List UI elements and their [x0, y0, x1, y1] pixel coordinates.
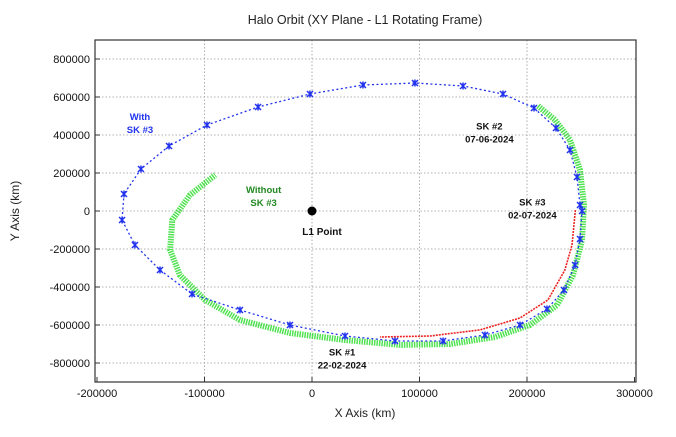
with-sk3-marker — [481, 331, 489, 339]
y-tick-label: -200000 — [50, 244, 90, 256]
with-sk3-marker — [439, 337, 447, 345]
y-tick-label: -800000 — [50, 358, 90, 370]
annotations: With SK #3 Without SK #3 SK #2 07-06-2024 SK #… — [127, 112, 558, 372]
with-sk3-marker — [560, 286, 568, 294]
y-tick-label: -400000 — [50, 282, 90, 294]
with-sk3-marker — [118, 216, 126, 224]
grid — [95, 40, 636, 382]
annotation-text: SK #1 — [329, 347, 356, 358]
l1-point-label: L1 Point — [302, 227, 342, 238]
y-tick-labels: 800000 600000 400000 200000 0 -200000 -400000 -… — [50, 54, 90, 370]
annotation-text: 07-06-2024 — [465, 134, 514, 145]
y-tick-label: -600000 — [50, 320, 90, 332]
with-sk3-marker — [236, 306, 244, 314]
with-sk3-marker — [203, 121, 211, 129]
series-without-sk3 — [167, 103, 587, 348]
with-sk3-marker — [254, 103, 262, 111]
with-sk3-marker — [530, 104, 538, 112]
chart-title: Halo Orbit (XY Plane - L1 Rotating Frame… — [248, 13, 483, 27]
y-axis-label: Y Axis (km) — [8, 181, 22, 241]
y-tick-label: 400000 — [53, 130, 90, 142]
with-sk3-marker — [188, 290, 196, 298]
x-tick-labels: -200000 -100000 0 100000 200000 300000 — [77, 388, 653, 400]
y-tick-label: 800000 — [53, 54, 90, 66]
with-sk3-marker — [411, 79, 419, 87]
with-sk3-marker — [306, 90, 314, 98]
y-tick-label: 600000 — [53, 92, 90, 104]
with-sk3-marker — [341, 332, 349, 340]
annotation-text: SK #3 — [519, 197, 545, 208]
with-sk3-marker — [165, 142, 173, 150]
y-tick-label: 0 — [84, 206, 90, 218]
with-sk3-marker — [131, 241, 139, 249]
series-red-trajectory — [379, 210, 577, 338]
with-sk3-marker — [552, 124, 560, 132]
plot-frame — [94, 39, 637, 383]
with-sk3-marker — [573, 173, 581, 181]
x-tick-label: 300000 — [616, 388, 653, 400]
x-tick-label: -200000 — [77, 388, 117, 400]
x-tick-label: 0 — [309, 388, 315, 400]
with-sk3-marker — [576, 235, 584, 243]
with-sk3-marker — [571, 261, 579, 269]
with-sk3-marker — [286, 321, 294, 329]
with-sk3-marker — [156, 266, 164, 274]
series-with-sk3 — [121, 82, 583, 342]
l1-point-marker — [307, 206, 317, 216]
x-tick-label: 100000 — [401, 388, 438, 400]
annotation-text: SK #3 — [127, 125, 153, 136]
with-sk3-marker — [576, 201, 584, 209]
with-sk3-marker — [578, 207, 586, 215]
x-tick-label: -100000 — [184, 388, 224, 400]
with-sk3-marker — [499, 90, 507, 98]
with-sk3-marker — [459, 82, 467, 90]
with-sk3-marker — [359, 81, 367, 89]
annotation-text: SK #3 — [250, 198, 276, 209]
annotation-text: Without — [246, 185, 282, 196]
with-sk3-marker — [516, 321, 524, 329]
with-sk3-marker — [137, 165, 145, 173]
y-tick-label: 200000 — [53, 168, 90, 180]
annotation-text: With — [130, 112, 151, 123]
with-sk3-marker — [543, 305, 551, 313]
x-tick-label: 200000 — [509, 388, 546, 400]
with-sk3-marker — [120, 190, 128, 198]
with-sk3-marker — [391, 337, 399, 345]
with-sk3-marker — [566, 146, 574, 154]
series-layer — [118, 79, 587, 348]
x-axis-label: X Axis (km) — [335, 406, 396, 420]
annotation-text: 02-07-2024 — [508, 210, 557, 221]
annotation-text: SK #2 — [476, 121, 502, 132]
annotation-text: 22-02-2024 — [318, 360, 367, 371]
